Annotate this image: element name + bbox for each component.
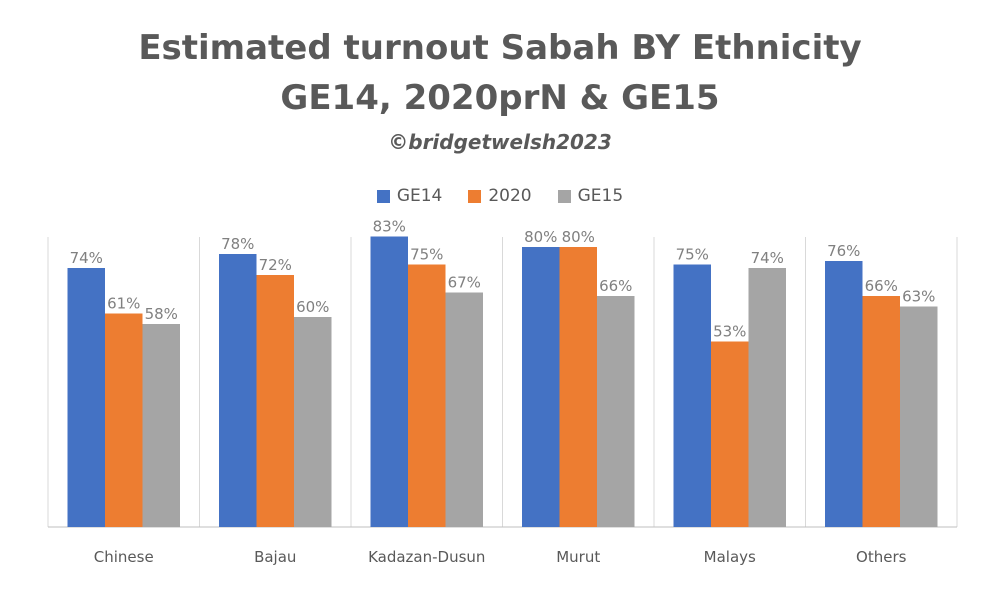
bar-ge15-bajau — [294, 317, 332, 527]
data-label: 58% — [145, 305, 178, 323]
bar-2020-others — [862, 296, 900, 527]
category-label: Malays — [704, 548, 756, 566]
bar-ge14-bajau — [219, 254, 257, 527]
bar-ge14-chinese — [67, 268, 105, 527]
category-label: Bajau — [254, 548, 296, 566]
bar-ge15-murut — [597, 296, 635, 527]
bar-ge15-others — [900, 306, 938, 527]
chart-credit: ©bridgetwelsh2023 — [388, 130, 612, 154]
bar-2020-chinese — [105, 313, 143, 527]
bar-ge14-murut — [522, 247, 560, 527]
category-label: Kadazan-Dusun — [368, 548, 485, 566]
bar-2020-kadazan-dusun — [408, 264, 446, 527]
chart-legend: GE14 2020 GE15 — [0, 186, 1000, 206]
data-label: 83% — [373, 218, 406, 236]
data-label: 78% — [221, 235, 254, 253]
data-label: 72% — [259, 256, 292, 274]
data-label: 66% — [599, 277, 632, 295]
data-label: 74% — [70, 249, 103, 267]
legend-label-ge14: GE14 — [396, 186, 443, 206]
bar-ge15-kadazan-dusun — [445, 292, 483, 527]
data-label: 63% — [902, 288, 935, 306]
data-label: 53% — [713, 323, 746, 341]
data-label: 60% — [296, 298, 329, 316]
data-label: 61% — [107, 295, 140, 313]
bar-ge15-malays — [748, 268, 786, 527]
data-label: 76% — [827, 242, 860, 260]
bar-2020-bajau — [256, 275, 294, 527]
bar-2020-malays — [711, 341, 749, 527]
data-label: 66% — [865, 277, 898, 295]
data-label: 80% — [562, 228, 595, 246]
legend-item-2020: 2020 — [468, 186, 532, 206]
bar-2020-murut — [559, 247, 597, 527]
data-label: 75% — [676, 246, 709, 264]
data-label: 67% — [448, 274, 481, 292]
category-label: Murut — [556, 548, 600, 566]
bar-ge14-malays — [673, 264, 711, 527]
bar-ge15-chinese — [142, 324, 180, 527]
category-label: Chinese — [94, 548, 154, 566]
legend-label-ge15: GE15 — [577, 186, 624, 206]
data-label: 74% — [751, 249, 784, 267]
chart-subtitle: GE14, 2020prN & GE15 — [280, 78, 720, 118]
legend-swatch-ge15 — [557, 189, 571, 203]
legend-item-ge15: GE15 — [557, 186, 624, 206]
legend-swatch-2020 — [468, 189, 482, 203]
data-label: 75% — [410, 246, 443, 264]
legend-label-2020: 2020 — [488, 186, 532, 206]
chart-title: Estimated turnout Sabah BY Ethnicity — [138, 28, 862, 68]
category-label: Others — [856, 548, 907, 566]
data-label: 80% — [524, 228, 557, 246]
legend-swatch-ge14 — [376, 189, 390, 203]
legend-item-ge14: GE14 — [376, 186, 443, 206]
bar-ge14-others — [825, 261, 863, 527]
bar-ge14-kadazan-dusun — [370, 236, 408, 527]
